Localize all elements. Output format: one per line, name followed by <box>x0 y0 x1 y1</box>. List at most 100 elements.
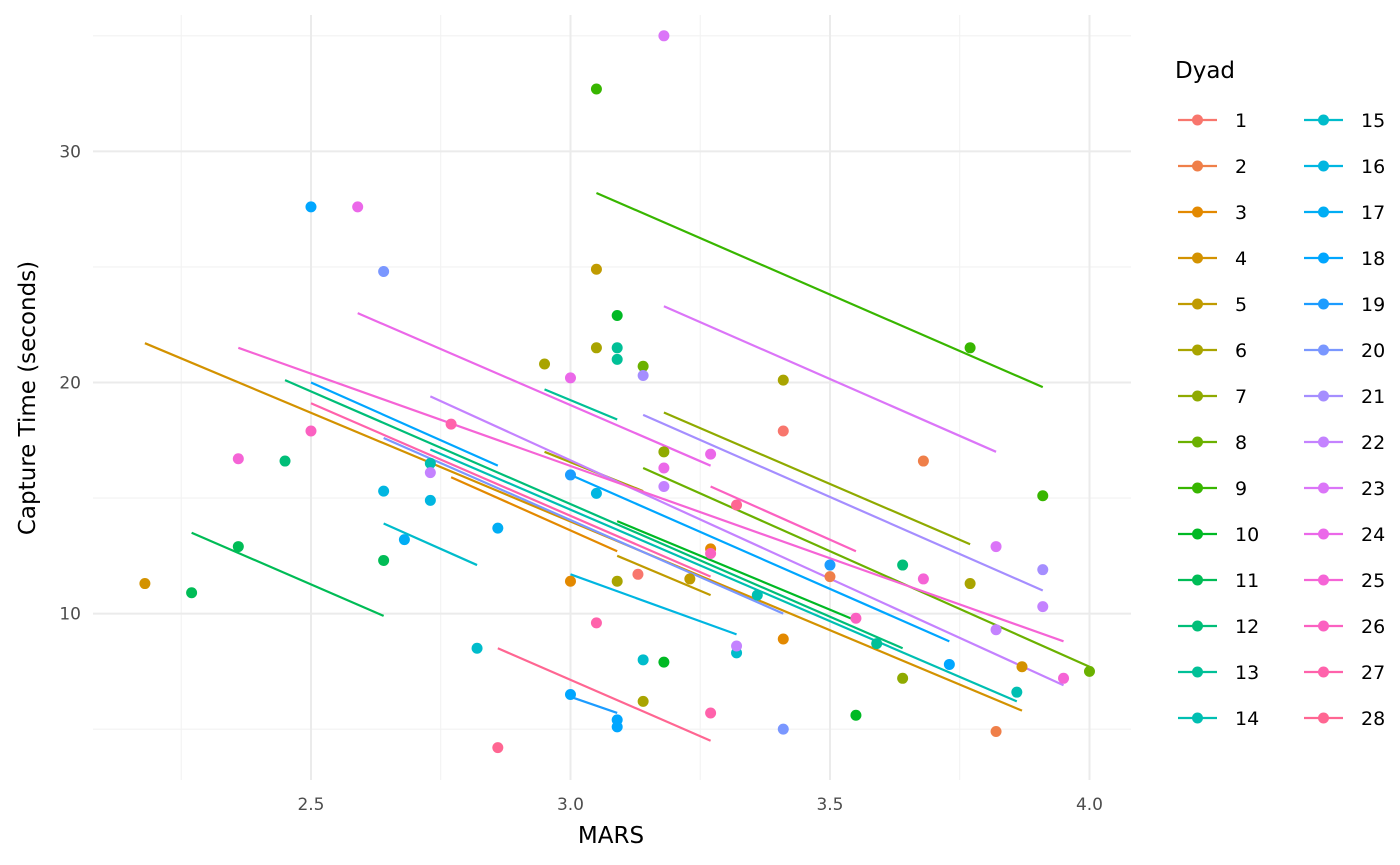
legend-key-point <box>1318 390 1329 402</box>
point-dyad-5 <box>684 573 696 585</box>
point-dyad-12 <box>279 455 291 467</box>
fit-line-dyad-18 <box>570 473 950 643</box>
point-dyad-15 <box>637 654 649 666</box>
fit-line-dyad-3 <box>450 476 618 553</box>
legend-key-point <box>1192 344 1203 356</box>
legend-label: 24 <box>1361 524 1385 546</box>
fit-line-dyad-7 <box>663 411 971 546</box>
point-dyad-25 <box>1058 672 1070 684</box>
point-dyad-22 <box>990 624 1002 636</box>
point-dyad-2 <box>824 571 836 583</box>
point-dyad-22 <box>731 640 743 652</box>
fit-line-dyad-16 <box>570 573 737 636</box>
point-dyad-12 <box>897 559 909 571</box>
fit-line-dyad-5 <box>616 554 712 597</box>
legend-key-point <box>1192 298 1203 310</box>
legend-label: 27 <box>1361 662 1385 684</box>
point-dyad-27 <box>705 707 717 719</box>
legend-key-point <box>1318 666 1329 678</box>
point-dyad-25 <box>232 453 244 465</box>
legend-label: 7 <box>1235 386 1247 408</box>
legend-item-dyad-8: 8 <box>1178 432 1247 454</box>
legend-label: 25 <box>1361 570 1385 592</box>
fit-line-dyad-10 <box>616 520 857 622</box>
legend-item-dyad-7: 7 <box>1178 386 1247 408</box>
legend-item-dyad-5: 5 <box>1178 294 1247 316</box>
legend-key-point <box>1318 620 1329 632</box>
x-tick-label: 3.0 <box>557 795 584 815</box>
fit-line-dyad-9 <box>595 191 1044 389</box>
legend-item-dyad-21: 21 <box>1304 386 1385 408</box>
legend-item-dyad-4: 4 <box>1178 248 1247 270</box>
point-dyad-6 <box>777 374 789 386</box>
legend-item-dyad-10: 10 <box>1178 524 1259 546</box>
fit-line-dyad-19 <box>570 695 618 715</box>
point-dyad-18 <box>611 721 623 733</box>
legend-key-point <box>1192 620 1203 632</box>
data-points <box>139 30 1095 754</box>
point-dyad-20 <box>777 723 789 735</box>
x-tick-label: 4.0 <box>1076 795 1103 815</box>
legend-key-point <box>1192 528 1203 540</box>
y-axis-title: Capture Time (seconds) <box>15 261 41 535</box>
point-dyad-23 <box>658 30 670 42</box>
point-dyad-6 <box>539 358 551 370</box>
legend-key-point <box>1192 206 1203 218</box>
y-axis-ticks: 10 20 30 <box>59 142 81 624</box>
legend-key-point <box>1318 482 1329 494</box>
point-dyad-16 <box>590 487 602 499</box>
point-dyad-19 <box>824 559 836 571</box>
point-dyad-18 <box>943 658 955 670</box>
point-dyad-13 <box>611 353 623 365</box>
point-dyad-18 <box>564 688 576 700</box>
point-dyad-14 <box>1011 686 1023 698</box>
point-dyad-2 <box>990 725 1002 737</box>
legend-label: 19 <box>1361 294 1385 316</box>
point-dyad-23 <box>990 541 1002 553</box>
legend-label: 9 <box>1235 478 1247 500</box>
point-dyad-10 <box>658 656 670 668</box>
fit-line-dyad-28 <box>497 647 712 742</box>
legend-key-point <box>1318 252 1329 264</box>
legend-label: 21 <box>1361 386 1385 408</box>
fit-line-dyad-8 <box>642 466 1090 668</box>
fit-line-dyad-13 <box>544 388 618 421</box>
point-dyad-9 <box>964 342 976 354</box>
point-dyad-27 <box>590 617 602 629</box>
legend-label: 5 <box>1235 294 1247 316</box>
point-dyad-4 <box>1016 661 1028 673</box>
point-dyad-6 <box>637 695 649 707</box>
legend-key-point <box>1192 574 1203 586</box>
legend-item-dyad-13: 13 <box>1178 662 1259 684</box>
fit-line-dyad-21 <box>642 413 1044 592</box>
legend-label: 15 <box>1361 110 1385 132</box>
grid-major <box>93 15 1131 780</box>
legend-item-dyad-12: 12 <box>1178 616 1259 638</box>
fit-line-dyad-23 <box>663 305 997 453</box>
point-dyad-19 <box>564 469 576 481</box>
point-dyad-28 <box>492 742 504 754</box>
legend-item-dyad-2: 2 <box>1178 156 1247 178</box>
legend-item-dyad-22: 22 <box>1304 432 1385 454</box>
legend-item-dyad-27: 27 <box>1304 662 1385 684</box>
point-dyad-26 <box>705 548 717 560</box>
point-dyad-14 <box>751 589 763 601</box>
fit-line-dyad-27 <box>310 402 712 578</box>
legend-label: 22 <box>1361 432 1385 454</box>
point-dyad-28 <box>731 499 743 511</box>
fit-line-dyad-18 <box>310 381 499 467</box>
fit-line-dyad-20 <box>383 436 784 615</box>
legend-item-dyad-28: 28 <box>1304 708 1385 730</box>
legend-label: 17 <box>1361 202 1385 224</box>
legend-item-dyad-18: 18 <box>1304 248 1385 270</box>
point-dyad-3 <box>777 633 789 645</box>
legend-label: 6 <box>1235 340 1247 362</box>
legend-item-dyad-20: 20 <box>1304 340 1385 362</box>
legend-label: 20 <box>1361 340 1385 362</box>
point-dyad-24 <box>564 372 576 384</box>
point-dyad-13 <box>871 638 883 650</box>
legend-item-dyad-6: 6 <box>1178 340 1247 362</box>
x-tick-label: 3.5 <box>816 795 843 815</box>
legend-key-point <box>1318 574 1329 586</box>
